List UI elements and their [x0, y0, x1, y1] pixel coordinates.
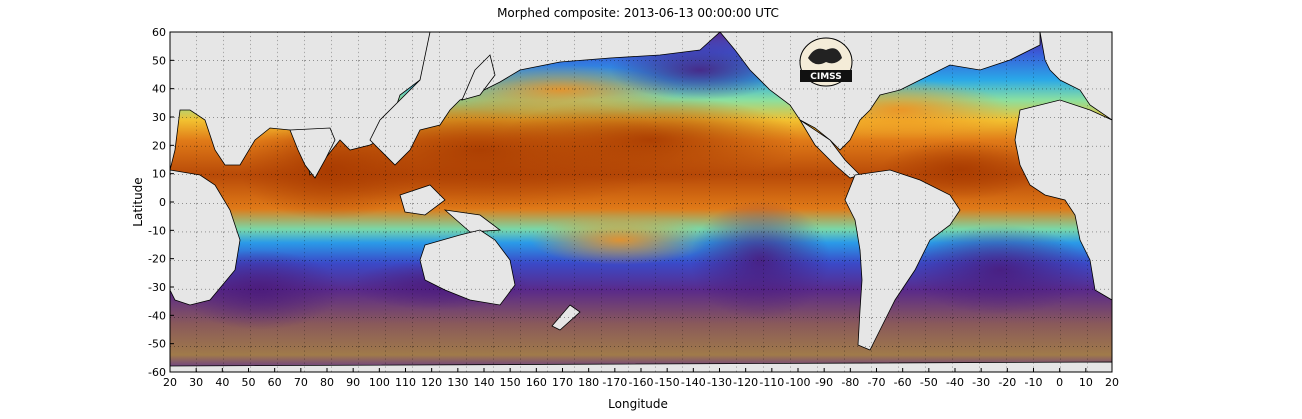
y-tick-label: 60 — [152, 26, 166, 39]
x-tick-label: 120 — [421, 376, 442, 389]
y-tick-label: -60 — [148, 366, 166, 379]
x-tick-label: -80 — [841, 376, 859, 389]
x-tick-label: -30 — [972, 376, 990, 389]
x-tick-label: -60 — [894, 376, 912, 389]
x-tick-label: -110 — [759, 376, 784, 389]
x-tick-label: 60 — [268, 376, 282, 389]
y-tick-label: -40 — [148, 309, 166, 322]
x-tick-label: 20 — [1105, 376, 1119, 389]
x-tick-label: -90 — [815, 376, 833, 389]
x-tick-label: -150 — [655, 376, 680, 389]
x-tick-label: -160 — [629, 376, 654, 389]
x-axis-label: Longitude — [608, 397, 668, 411]
x-tick-label: 70 — [294, 376, 308, 389]
map-title: Morphed composite: 2013-06-13 00:00:00 U… — [497, 6, 779, 20]
x-tick-label: -20 — [998, 376, 1016, 389]
y-tick-label: 40 — [152, 83, 166, 96]
y-axis-label: Latitude — [131, 177, 145, 227]
logo-text: CIMSS — [810, 72, 841, 82]
x-tick-label: 20 — [163, 376, 177, 389]
x-tick-label: -100 — [786, 376, 811, 389]
x-tick-label: 40 — [215, 376, 229, 389]
x-axis-ticks: 20 30 40 50 60 70 80 90 100 110 120 130 140 150 160 170… — [163, 368, 1119, 389]
x-tick-label: -120 — [733, 376, 758, 389]
x-tick-label: -50 — [920, 376, 938, 389]
x-tick-label: -40 — [946, 376, 964, 389]
y-tick-label: -30 — [148, 281, 166, 294]
x-tick-label: 0 — [1056, 376, 1063, 389]
graticule — [170, 32, 1112, 372]
y-axis-ticks: 60 50 40 30 20 10 0 -10 -20 -30 -40 -50 -60 — [148, 26, 174, 379]
y-tick-label: -20 — [148, 253, 166, 266]
y-tick-label: 20 — [152, 139, 166, 152]
y-tick-label: 30 — [152, 111, 166, 124]
x-tick-label: 110 — [395, 376, 416, 389]
x-tick-label: 140 — [474, 376, 495, 389]
x-tick-label: -70 — [868, 376, 886, 389]
y-tick-label: -50 — [148, 338, 166, 351]
x-tick-label: 50 — [242, 376, 256, 389]
map-field — [170, 32, 1112, 372]
x-tick-label: 90 — [346, 376, 360, 389]
x-tick-label: 10 — [1079, 376, 1093, 389]
y-tick-label: 10 — [152, 168, 166, 181]
x-tick-label: 160 — [526, 376, 547, 389]
x-tick-label: 80 — [320, 376, 334, 389]
x-tick-label: 130 — [447, 376, 468, 389]
x-tick-label: -130 — [707, 376, 732, 389]
x-tick-label: 180 — [578, 376, 599, 389]
cimss-logo: CIMSS — [799, 37, 853, 87]
x-tick-label: 150 — [500, 376, 521, 389]
y-tick-label: 50 — [152, 54, 166, 67]
x-tick-label: -10 — [1025, 376, 1043, 389]
x-tick-label: -140 — [681, 376, 706, 389]
x-tick-label: 30 — [189, 376, 203, 389]
x-tick-label: 170 — [552, 376, 573, 389]
x-tick-label: -170 — [602, 376, 627, 389]
x-tick-label: 100 — [369, 376, 390, 389]
y-tick-label: -10 — [148, 224, 166, 237]
y-tick-label: 0 — [159, 196, 166, 209]
